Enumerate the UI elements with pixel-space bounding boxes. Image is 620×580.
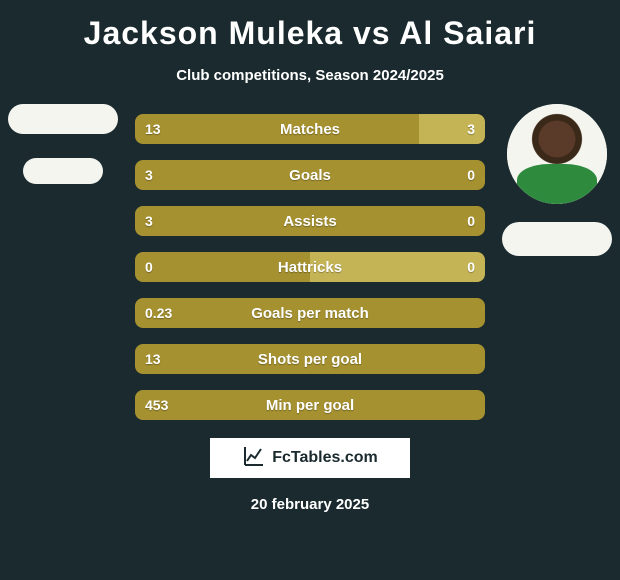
stat-row: Hattricks00 xyxy=(135,252,485,282)
stat-bar-left xyxy=(135,390,485,420)
stat-row: Matches133 xyxy=(135,114,485,144)
stat-value-left: 13 xyxy=(145,114,161,144)
stat-value-left: 3 xyxy=(145,160,153,190)
stat-bar-left xyxy=(135,160,485,190)
stat-bar-right xyxy=(310,252,485,282)
comparison-card: Jackson Muleka vs Al Saiari Club competi… xyxy=(0,0,620,580)
stat-value-left: 0 xyxy=(145,252,153,282)
player-left-pill-2 xyxy=(23,158,103,184)
stat-row: Goals30 xyxy=(135,160,485,190)
page-title: Jackson Muleka vs Al Saiari xyxy=(0,15,620,52)
stat-row: Assists30 xyxy=(135,206,485,236)
stat-value-right: 0 xyxy=(467,206,475,236)
stat-bar-left xyxy=(135,344,485,374)
player-left-name-pill xyxy=(8,104,118,134)
stat-row: Shots per goal13 xyxy=(135,344,485,374)
stat-value-right: 3 xyxy=(467,114,475,144)
stat-row: Goals per match0.23 xyxy=(135,298,485,328)
stat-value-right: 0 xyxy=(467,252,475,282)
brand-text: FcTables.com xyxy=(272,449,378,467)
stat-value-left: 3 xyxy=(145,206,153,236)
brand-badge[interactable]: FcTables.com xyxy=(210,438,410,478)
player-right-name-pill xyxy=(502,222,612,256)
date-line: 20 february 2025 xyxy=(0,496,620,513)
player-right-avatar xyxy=(507,104,607,204)
stat-value-right: 0 xyxy=(467,160,475,190)
stat-value-left: 13 xyxy=(145,344,161,374)
stat-bar-right xyxy=(419,114,486,144)
stat-row: Min per goal453 xyxy=(135,390,485,420)
stat-bar-left xyxy=(135,252,310,282)
stat-bar-left xyxy=(135,206,485,236)
avatar-image-placeholder xyxy=(507,104,607,204)
subtitle: Club competitions, Season 2024/2025 xyxy=(0,67,620,84)
player-right-block xyxy=(502,104,612,256)
stat-bars: Matches133Goals30Assists30Hattricks00Goa… xyxy=(135,114,485,420)
stat-bar-left xyxy=(135,298,485,328)
stats-area: Matches133Goals30Assists30Hattricks00Goa… xyxy=(0,114,620,420)
stat-bar-left xyxy=(135,114,419,144)
chart-icon xyxy=(242,444,266,473)
stat-value-left: 0.23 xyxy=(145,298,172,328)
player-left-block xyxy=(8,104,118,184)
stat-value-left: 453 xyxy=(145,390,168,420)
